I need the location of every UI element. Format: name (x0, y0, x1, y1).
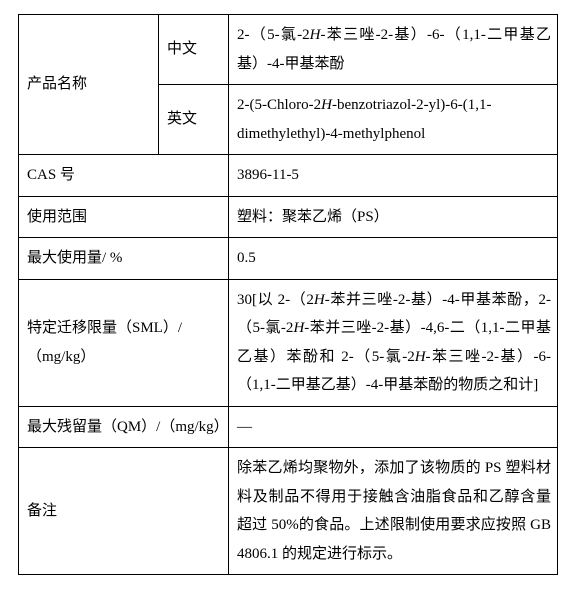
value-cn: 2-（5-氯-2H-苯三唑-2-基）-6-（1,1-二甲基乙基）-4-甲基苯酚 (229, 15, 558, 85)
value-en: 2-(5-Chloro-2H-benzotriazol-2-yl)-6-(1,1… (229, 85, 558, 155)
spec-table: 产品名称 中文 2-（5-氯-2H-苯三唑-2-基）-6-（1,1-二甲基乙基）… (18, 14, 558, 575)
table-row: 使用范围 塑料：聚苯乙烯（PS） (19, 196, 558, 238)
sheet: 产品名称 中文 2-（5-氯-2H-苯三唑-2-基）-6-（1,1-二甲基乙基）… (0, 0, 576, 589)
label-product-name: 产品名称 (19, 15, 159, 155)
label-scope: 使用范围 (19, 196, 229, 238)
label-cn: 中文 (159, 15, 229, 85)
table-row: 备注 除苯乙烯均聚物外，添加了该物质的 PS 塑料材料及制品不得用于接触含油脂食… (19, 448, 558, 575)
table-row: CAS 号 3896-11-5 (19, 155, 558, 197)
value-cas: 3896-11-5 (229, 155, 558, 197)
table-row: 产品名称 中文 2-（5-氯-2H-苯三唑-2-基）-6-（1,1-二甲基乙基）… (19, 15, 558, 85)
label-sml: 特定迁移限量（SML）/（mg/kg） (19, 279, 229, 406)
label-cas: CAS 号 (19, 155, 229, 197)
table-row: 最大残留量（QM）/（mg/kg） — (19, 406, 558, 448)
label-max-use: 最大使用量/ % (19, 238, 229, 280)
label-remark: 备注 (19, 448, 229, 575)
value-qm: — (229, 406, 558, 448)
value-sml: 30[以 2-（2H-苯并三唑-2-基）-4-甲基苯酚，2-（5-氯-2H-苯并… (229, 279, 558, 406)
table-row: 最大使用量/ % 0.5 (19, 238, 558, 280)
label-en: 英文 (159, 85, 229, 155)
value-max-use: 0.5 (229, 238, 558, 280)
table-row: 特定迁移限量（SML）/（mg/kg） 30[以 2-（2H-苯并三唑-2-基）… (19, 279, 558, 406)
value-scope: 塑料：聚苯乙烯（PS） (229, 196, 558, 238)
value-remark: 除苯乙烯均聚物外，添加了该物质的 PS 塑料材料及制品不得用于接触含油脂食品和乙… (229, 448, 558, 575)
label-qm: 最大残留量（QM）/（mg/kg） (19, 406, 229, 448)
